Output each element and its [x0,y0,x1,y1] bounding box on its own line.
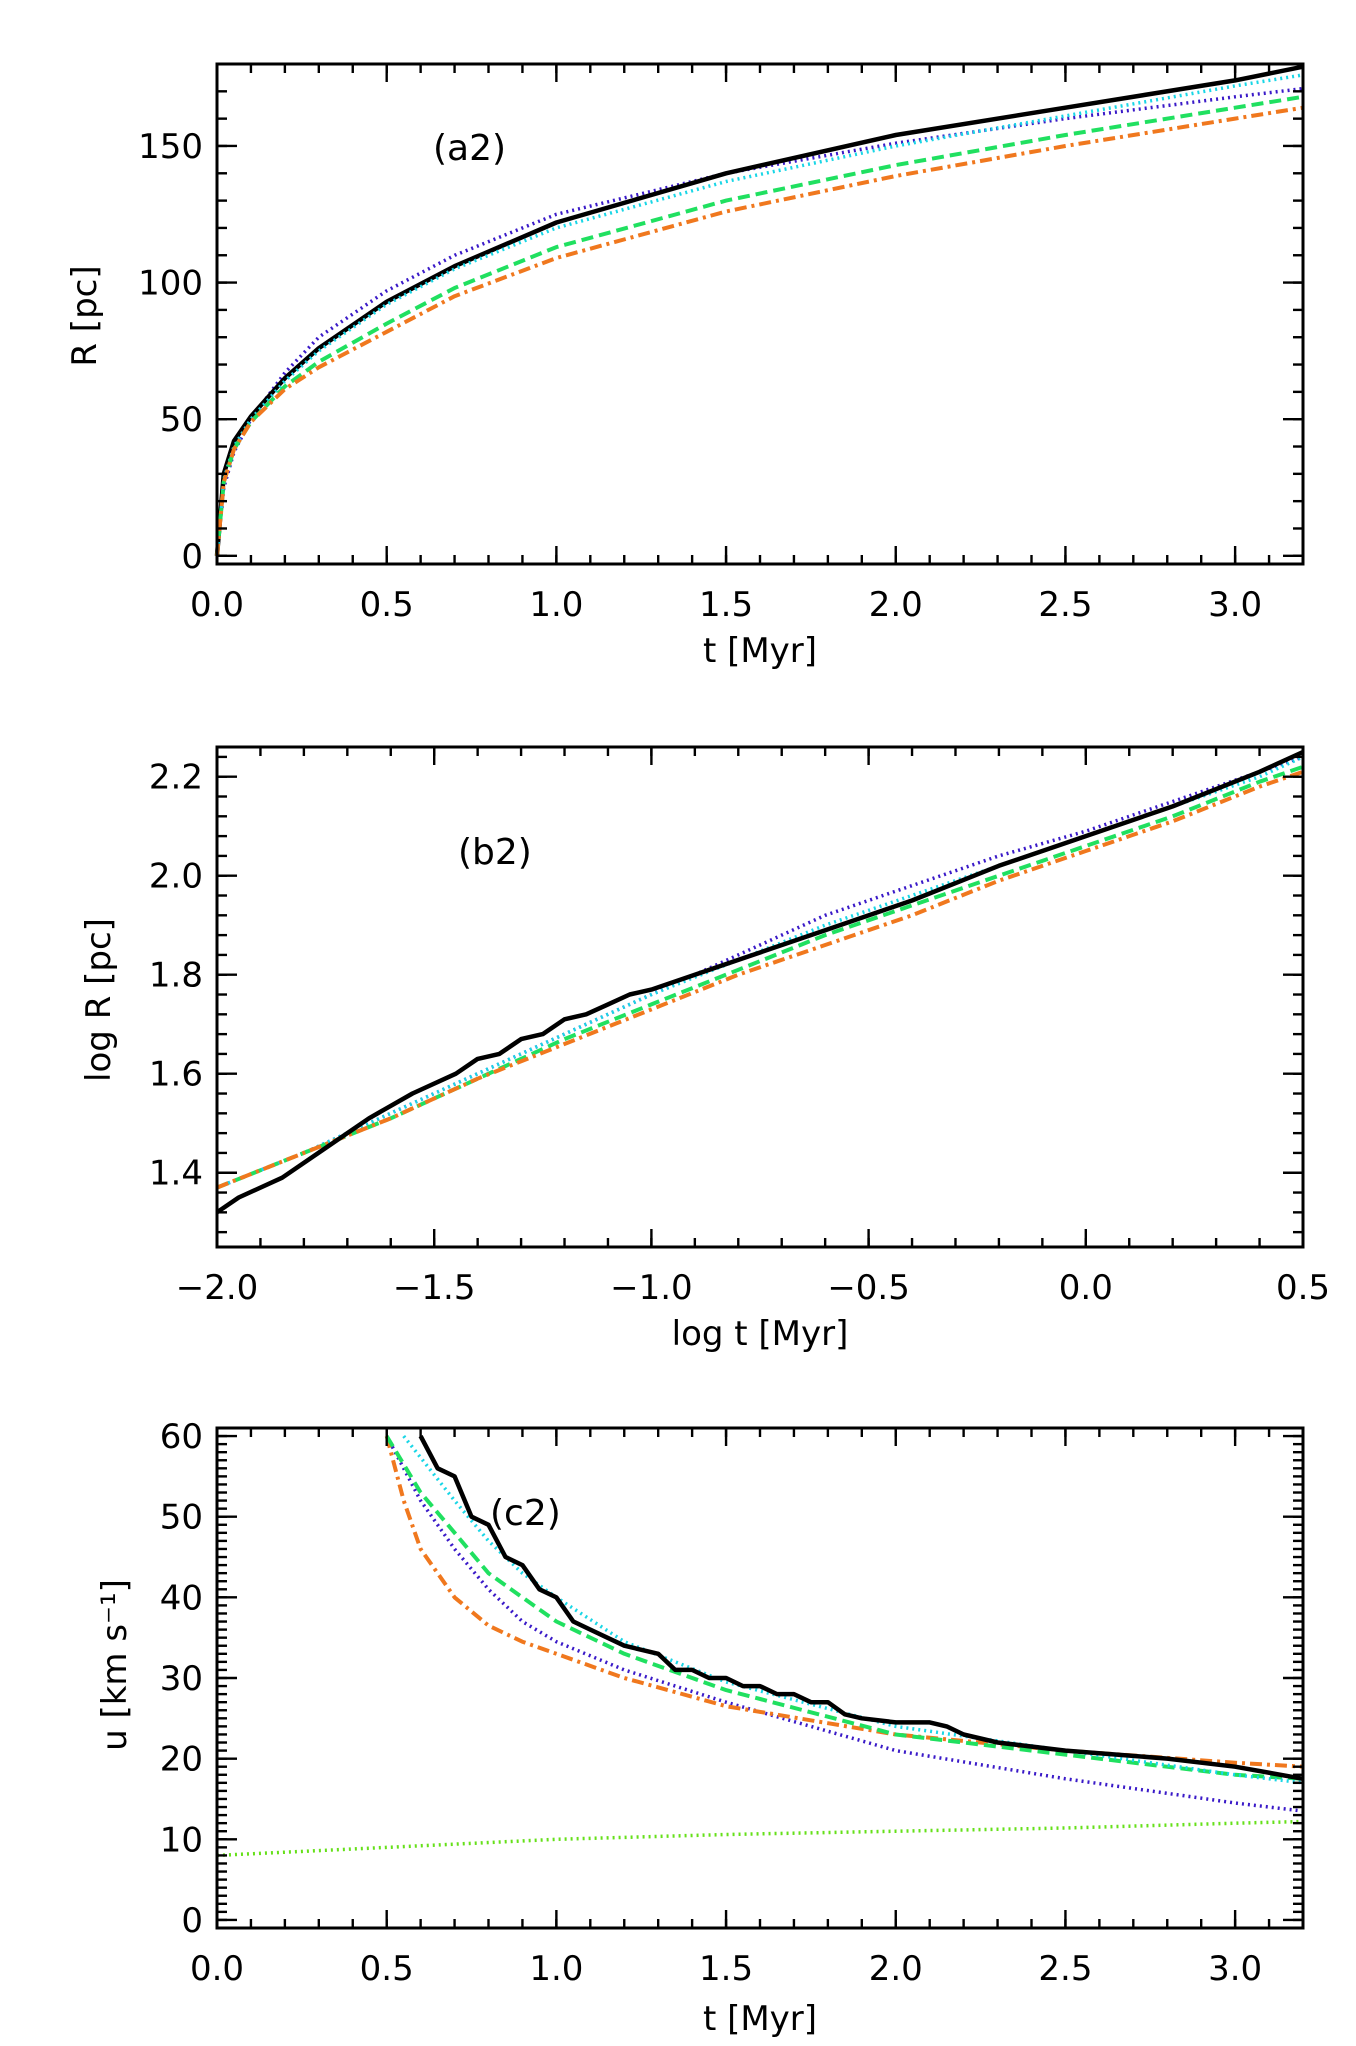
panel-b2-series-black-solid [215,749,1304,1215]
panel-b2-series-orange-dashdot [216,769,1304,1190]
panel-a2-series [214,64,1304,556]
panel-b2-series [215,749,1304,1215]
panel-b2-ticks [215,747,1305,1247]
panel-c2-y-axis-label: u [km s⁻¹] [95,1579,135,1751]
panel-c2-label: (c2) [490,1493,561,1534]
x-tick-label: 2.0 [869,1949,923,1989]
panel-c2-series-black-solid [418,1435,1304,1782]
panel-b2-x-axis-label: log t [Myr] [672,1314,849,1354]
panel-a2-y-axis-label: R [pc] [65,265,105,366]
panel-c2-series-lime-dotted [216,1819,1304,1858]
panel-c2-series-blue-dotted [385,1435,1304,1813]
panel-c2-series-orange-dashdot [384,1435,1304,1769]
panel-a2-series-green-dashed [215,94,1304,556]
panel-c2-frame [215,1426,1305,1930]
x-tick-label: −1.5 [393,1268,476,1308]
panel-a2-ticks [215,62,1305,564]
x-tick-label: 3.0 [1208,585,1262,625]
x-tick-label: 0.5 [360,1949,414,1989]
y-tick-label: 1.8 [149,956,203,996]
panel-c2-series-green-dashed [384,1435,1304,1781]
y-tick-label: 20 [160,1740,203,1780]
y-tick-label: 2.0 [149,857,203,897]
y-tick-label: 10 [160,1820,203,1860]
y-tick-label: 0 [181,1901,203,1941]
panel-c2: 0.0 0.5 1.0 1.5 2.0 2.5 3.0 0 10 20 30 40 50 60 (c2)… [95,1417,1305,2039]
x-tick-label: 0.5 [360,585,414,625]
x-tick-label: −1.0 [610,1268,693,1308]
panel-a2-series-cyan-dotted [215,73,1304,556]
y-tick-label: 30 [160,1659,203,1699]
panel-a2: 0.0 0.5 1.0 1.5 2.0 2.5 3.0 0 50 100 150 (a2) t [… [65,62,1305,671]
x-tick-label: 0.0 [1059,1268,1113,1308]
y-tick-label: 40 [160,1578,203,1618]
x-tick-label: 3.0 [1208,1949,1262,1989]
panel-c2-series-cyan-dotted [402,1435,1304,1785]
x-tick-label: 2.5 [1038,585,1092,625]
panel-c2-series [216,1435,1304,1858]
x-tick-label: 1.0 [529,585,583,625]
x-tick-label: 1.5 [699,1949,753,1989]
panel-a2-label: (a2) [433,128,506,169]
x-tick-label: 0.0 [190,585,244,625]
x-tick-label: 2.5 [1038,1949,1092,1989]
y-tick-label: 1.6 [149,1055,203,1095]
panel-b2-series-green-dashed [216,764,1304,1190]
panel-c2-ticks [215,1426,1305,1930]
panel-a2-series-black-solid [214,64,1304,556]
panel-c2-x-axis-label: t [Myr] [703,1999,817,2039]
y-tick-label: 60 [160,1417,203,1457]
y-tick-label: 50 [160,400,203,440]
y-tick-label: 100 [138,264,203,304]
panel-a2-y-tick-labels: 0 50 100 150 [138,127,203,577]
panel-a2-series-orange-dashdot [215,105,1304,556]
y-tick-label: 0 [181,537,203,577]
panel-b2-y-axis-label: log R [pc] [79,918,119,1082]
panel-b2-x-tick-labels: −2.0 −1.5 −1.0 −0.5 0.0 0.5 [176,1268,1330,1308]
x-tick-label: 0.5 [1276,1268,1330,1308]
panel-b2: −2.0 −1.5 −1.0 −0.5 0.0 0.5 1.4 1.6 1.8 2.0 2.2 (… [79,745,1330,1354]
panel-a2-x-axis-label: t [Myr] [703,631,817,671]
y-tick-label: 1.4 [149,1154,203,1194]
panel-a2-x-tick-labels: 0.0 0.5 1.0 1.5 2.0 2.5 3.0 [190,585,1262,625]
y-tick-label: 2.2 [149,758,203,798]
y-tick-label: 150 [138,127,203,167]
x-tick-label: 1.5 [699,585,753,625]
panel-c2-x-tick-labels: 0.0 0.5 1.0 1.5 2.0 2.5 3.0 [190,1949,1262,1989]
x-tick-label: 0.0 [190,1949,244,1989]
x-tick-label: 2.0 [869,585,923,625]
panel-b2-label: (b2) [458,832,532,873]
x-tick-label: 1.0 [529,1949,583,1989]
x-tick-label: −2.0 [176,1268,259,1308]
y-tick-label: 50 [160,1498,203,1538]
panel-a2-series-blue-dotted [215,86,1304,556]
panel-b2-y-tick-labels: 1.4 1.6 1.8 2.0 2.2 [149,758,203,1194]
panel-b2-frame [215,745,1305,1249]
panel-a2-frame [215,62,1305,566]
panel-c2-y-tick-labels: 0 10 20 30 40 50 60 [160,1417,203,1941]
x-tick-label: −0.5 [827,1268,910,1308]
